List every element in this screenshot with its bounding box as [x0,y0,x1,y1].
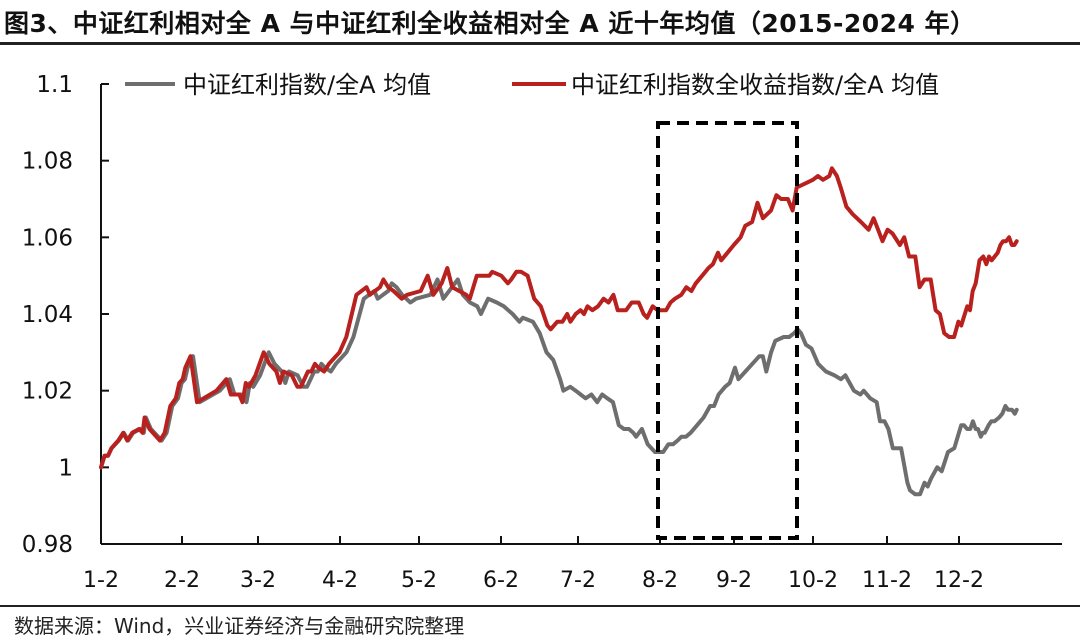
x-tick-label: 8-2 [642,568,678,593]
chart-title: 图3、中证红利相对全 A 与中证红利全收益相对全 A 近十年均值（2015-20… [4,9,976,38]
series-line-dividend-index [99,277,1019,497]
x-tick-label: 7-2 [560,568,596,593]
y-axis: 1.1 1.08 1.06 1.04 1.02 1 0.98 [22,72,109,558]
x-tick-label: 5-2 [401,568,437,593]
title-divider [0,42,1080,45]
series-layer [99,166,1019,497]
series-line-dividend-total-return [99,166,1019,470]
highlight-box [656,121,799,540]
y-tick-label: 1.04 [22,302,73,328]
x-tick-label: 12-2 [934,568,984,593]
x-tick-label: 3-2 [240,568,276,593]
x-tick-label: 1-2 [83,568,119,593]
x-axis: 1-2 2-2 3-2 4-2 5-2 6-2 7-2 8-2 9-2 10-2 11-2 12-2 [83,536,1062,593]
y-tick-label: 1.02 [22,379,73,405]
legend: 中证红利指数/全A 均值 中证红利指数全收益指数/全A 均值 [125,71,939,99]
legend-label-series2: 中证红利指数全收益指数/全A 均值 [571,71,939,99]
y-tick-label: 0.98 [22,532,73,558]
x-tick-label: 10-2 [788,568,838,593]
y-tick-label: 1.06 [22,225,73,251]
y-tick-label: 1 [58,455,73,481]
x-tick-label: 11-2 [862,568,912,593]
footer-divider [0,605,1080,607]
x-tick-label: 2-2 [164,568,200,593]
x-tick-label: 6-2 [483,568,519,593]
source-note: 数据来源：Wind，兴业证券经济与金融研究院整理 [14,614,465,638]
x-tick-label: 4-2 [322,568,358,593]
y-tick-label: 1.08 [22,149,73,175]
x-tick-label: 9-2 [716,568,752,593]
y-tick-label: 1.1 [36,72,73,98]
legend-label-series1: 中证红利指数/全A 均值 [183,71,431,99]
